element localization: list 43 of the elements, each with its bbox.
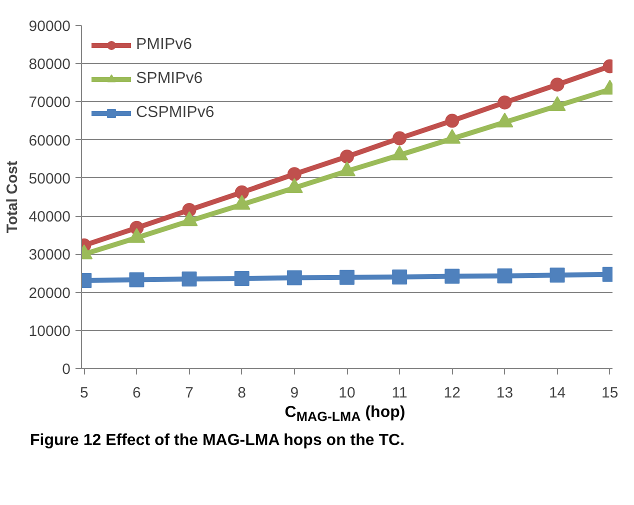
y-tick-label: 40000 <box>28 208 71 226</box>
y-tick-label: 0 <box>62 361 70 378</box>
x-tick-label: 12 <box>444 384 460 402</box>
y-tick-label: 30000 <box>28 246 71 264</box>
x-tick-label: 6 <box>132 384 141 402</box>
point <box>182 271 197 286</box>
point <box>497 268 512 284</box>
point <box>550 268 565 283</box>
point <box>286 270 302 286</box>
y-tick-label: 10000 <box>28 322 71 340</box>
point <box>340 150 354 164</box>
point <box>445 114 460 128</box>
x-tick-label: 14 <box>548 384 566 402</box>
x-tick-label: 13 <box>496 384 514 402</box>
x-tick-label: 15 <box>602 384 618 402</box>
y-tick-label: 20000 <box>28 284 71 302</box>
point <box>550 78 564 92</box>
y-tick-label: 90000 <box>28 18 71 35</box>
y-tick-label: 70000 <box>28 94 71 112</box>
x-tick-label: 10 <box>338 384 356 402</box>
y-tick-label: 50000 <box>28 170 71 188</box>
y-axis-title: Total Cost <box>4 160 21 234</box>
legend-label: PMIPv6 <box>136 36 192 54</box>
caption: Figure 12 Effect of the MAG-LMA hops on the TC. <box>30 431 405 452</box>
y-tick-label: 60000 <box>28 132 71 150</box>
x-tick-label: 5 <box>80 384 88 402</box>
point <box>287 167 302 182</box>
x-tick-label: 9 <box>290 384 299 402</box>
y-tick-label: 80000 <box>28 56 71 74</box>
point <box>129 272 144 288</box>
point <box>444 268 460 284</box>
point <box>340 270 354 285</box>
x-tick-label: 7 <box>185 384 194 402</box>
point <box>392 131 407 146</box>
legend-label: SPMIPv6 <box>136 70 203 88</box>
x-tick-label: 11 <box>392 384 408 402</box>
legend-label: CSPMIPv6 <box>136 104 214 122</box>
x-axis-title: C$_{MAG-LMA}$ (hop) <box>284 403 406 426</box>
point <box>234 185 249 200</box>
point <box>498 95 512 110</box>
point <box>392 270 408 285</box>
point <box>234 271 250 286</box>
x-tick-label: 8 <box>238 384 246 402</box>
